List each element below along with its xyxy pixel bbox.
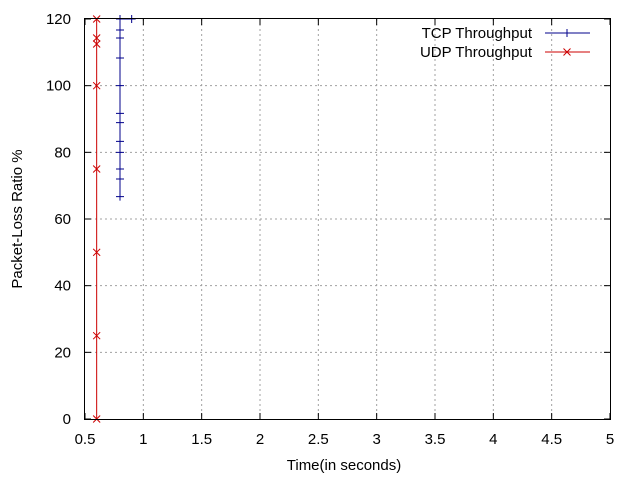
data-point-tcp	[116, 148, 124, 156]
y-tick-label: 100	[46, 78, 71, 95]
y-tick-label: 20	[54, 344, 71, 361]
y-tick-label: 0	[63, 411, 71, 428]
x-tick-label: 4	[489, 431, 497, 448]
data-point-tcp	[116, 54, 124, 62]
data-point-tcp	[116, 137, 124, 145]
tick-labels: 0.5 1 1.5 2 2.5 3 3.5 4 4.5 5 0 20 40 60 80 100 120	[46, 11, 614, 448]
x-tick-label: 4.5	[541, 431, 562, 448]
series-line-tcp	[120, 19, 132, 197]
data-point-tcp	[116, 109, 124, 117]
legend-label-udp: UDP Throughput	[420, 44, 533, 61]
data-point-tcp	[116, 165, 124, 173]
x-tick-label: 1	[139, 431, 147, 448]
data-point-tcp	[116, 193, 124, 201]
x-tick-label: 2	[256, 431, 264, 448]
y-tick-label: 40	[54, 278, 71, 295]
data-point-tcp	[116, 119, 124, 127]
data-point-tcp	[116, 26, 124, 34]
data-point-tcp	[116, 175, 124, 183]
data-point-tcp	[116, 34, 124, 42]
legend-marker-tcp	[563, 29, 571, 37]
x-tick-label: 3.5	[425, 431, 446, 448]
legend: TCP Throughput UDP Throughput	[420, 25, 590, 61]
x-tick-label: 3	[372, 431, 380, 448]
x-axis-title: Time(in seconds)	[287, 457, 401, 474]
x-tick-label: 1.5	[191, 431, 212, 448]
x-tick-label: 2.5	[308, 431, 329, 448]
data-point-tcp	[116, 82, 124, 90]
legend-label-tcp: TCP Throughput	[422, 25, 533, 42]
y-axis-title: Packet-Loss Ratio %	[9, 149, 26, 288]
y-tick-label: 60	[54, 211, 71, 228]
x-tick-label: 0.5	[75, 431, 96, 448]
grid	[85, 19, 610, 419]
y-tick-label: 120	[46, 11, 71, 28]
y-tick-label: 80	[54, 144, 71, 161]
series-layer	[93, 15, 136, 423]
legend-samples	[545, 29, 590, 56]
x-tick-label: 5	[606, 431, 614, 448]
